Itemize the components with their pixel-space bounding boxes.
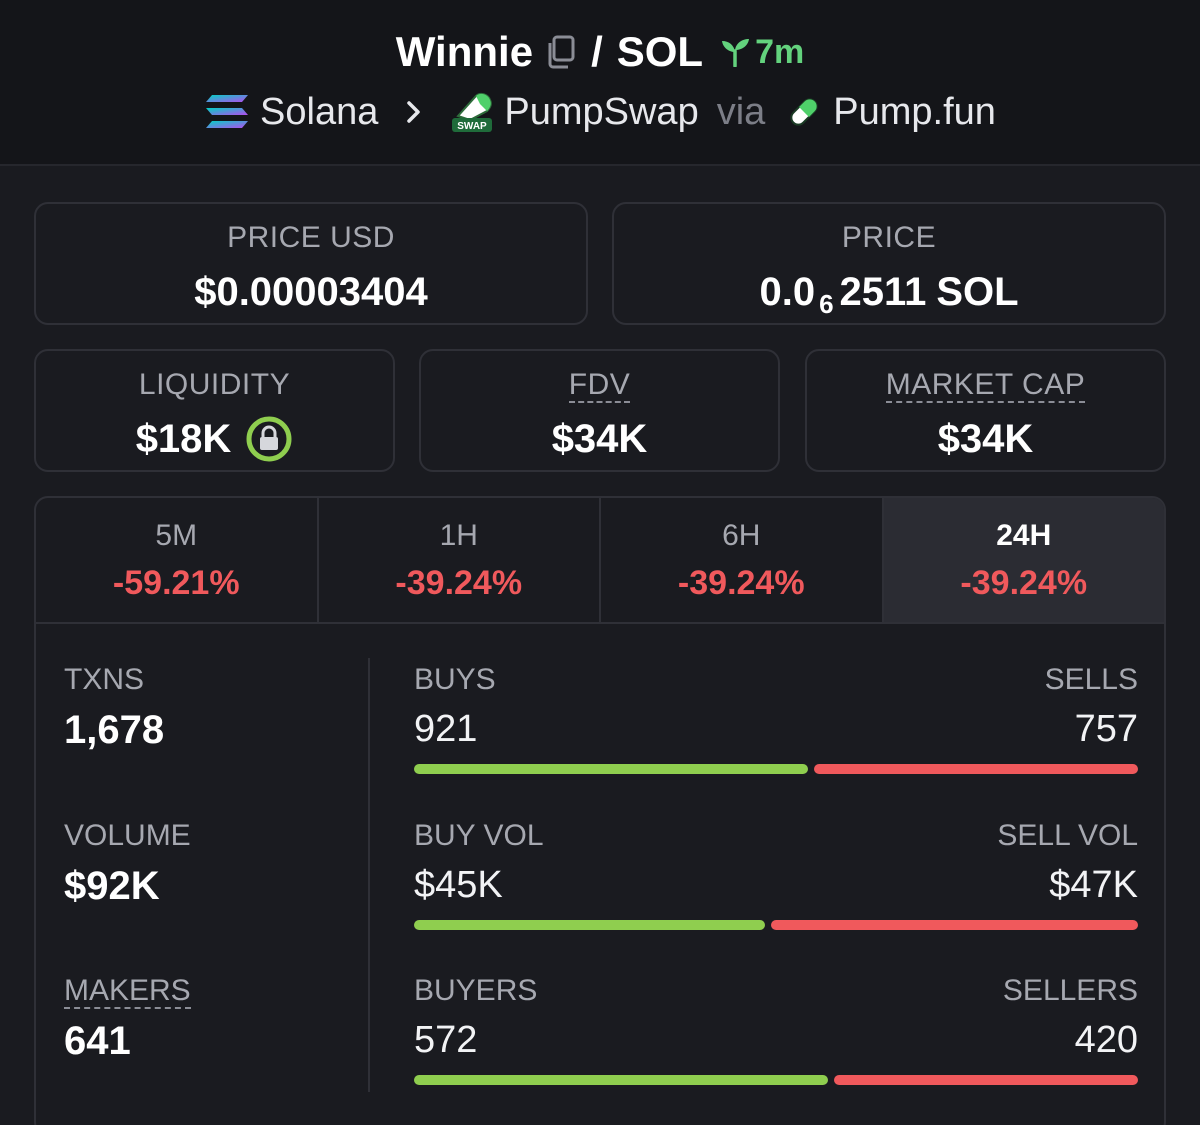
- buyers-label: BUYERS: [414, 974, 538, 1007]
- sellers-label: SELLERS: [1002, 974, 1138, 1007]
- txns-stat: TXNS 1,678: [64, 662, 164, 754]
- buy-sell-vol-stat: BUY VOL SELL VOL $45K $47K: [414, 818, 1138, 930]
- pill-icon: [785, 93, 823, 131]
- buys-bar-fill: [414, 764, 808, 774]
- price-usd-card: PRICE USD $0.00003404: [34, 202, 588, 325]
- sells-bar-fill: [814, 764, 1138, 774]
- price-native-digits: 2511: [839, 270, 927, 314]
- price-native-prefix: 0.0: [759, 270, 816, 314]
- buy-sell-vol-bar: [414, 920, 1138, 930]
- market-cap-value: $34K: [937, 417, 1034, 461]
- fdv-value: $34K: [551, 417, 648, 461]
- market-cap-label[interactable]: MARKET CAP: [885, 368, 1086, 403]
- price-native-unit: SOL: [936, 270, 1019, 314]
- timeframe-panel: 5M -59.21% 1H -39.24% 6H -39.24% 24H -39…: [34, 496, 1166, 1125]
- tab-label: 1H: [439, 519, 478, 552]
- price-native-zero-count: 6: [819, 289, 834, 319]
- tab-change: -39.24%: [395, 564, 523, 602]
- stats-divider: [368, 658, 370, 1092]
- volume-label: VOLUME: [64, 819, 191, 852]
- tab-label: 24H: [996, 519, 1052, 552]
- buy-vol-value: $45K: [414, 864, 503, 906]
- pair-age: 7m: [719, 33, 804, 72]
- price-native-card: PRICE 0.0 6 2511 SOL: [612, 202, 1166, 325]
- makers-value: 641: [64, 1019, 131, 1063]
- solana-logo-icon: [204, 93, 250, 131]
- buyers-bar-fill: [414, 1075, 828, 1085]
- price-native-value: 0.0 6 2511 SOL: [614, 268, 1164, 319]
- buyers-sellers-bar: [414, 1075, 1138, 1085]
- tab-5m[interactable]: 5M -59.21%: [36, 498, 319, 622]
- tab-change: -39.24%: [677, 564, 805, 602]
- trade-stats: TXNS 1,678 VOLUME $92K MAKERS 641 BUYS S…: [36, 624, 1164, 1125]
- liquidity-label: LIQUIDITY: [138, 368, 291, 401]
- buys-label: BUYS: [414, 663, 496, 696]
- txns-value: 1,678: [64, 708, 165, 752]
- tab-1h[interactable]: 1H -39.24%: [319, 498, 601, 622]
- token-name: Winnie: [395, 28, 534, 75]
- price-usd-value: $0.00003404: [194, 270, 428, 314]
- breadcrumb: Solana SWAP PumpSwap via Pump.fun: [0, 86, 1200, 138]
- buy-vol-bar-fill: [414, 920, 765, 930]
- buys-sells-stat: BUYS SELLS 921 757: [414, 662, 1138, 774]
- buy-vol-label: BUY VOL: [414, 819, 544, 852]
- liquidity-card: LIQUIDITY $18K: [34, 349, 395, 472]
- fdv-card[interactable]: FDV $34K: [419, 349, 780, 472]
- quote-symbol: SOL: [616, 28, 704, 75]
- volume-value: $92K: [64, 864, 160, 908]
- tab-24h[interactable]: 24H -39.24%: [883, 498, 1164, 622]
- liquidity-value-row: $18K: [36, 415, 393, 463]
- sells-value: 757: [1074, 708, 1138, 750]
- price-usd-label: PRICE USD: [227, 221, 395, 254]
- pair-header: Winnie / SOL 7m: [0, 0, 1200, 166]
- tab-label: 5M: [155, 519, 198, 552]
- sellers-value: 420: [1074, 1019, 1138, 1061]
- tab-6h[interactable]: 6H -39.24%: [601, 498, 884, 622]
- pair-age-value: 7m: [755, 32, 805, 71]
- fdv-label[interactable]: FDV: [568, 368, 631, 403]
- tab-change: -59.21%: [112, 564, 240, 602]
- sells-label: SELLS: [1044, 663, 1138, 696]
- makers-stat: MAKERS 641: [64, 973, 191, 1065]
- liquidity-value: $18K: [135, 417, 232, 461]
- txns-label: TXNS: [64, 663, 145, 696]
- dex-link[interactable]: PumpSwap: [504, 90, 699, 133]
- sell-vol-value: $47K: [1049, 864, 1138, 906]
- buyers-sellers-stat: BUYERS SELLERS 572 420: [414, 973, 1138, 1085]
- volume-stat: VOLUME $92K: [64, 818, 191, 910]
- timeframe-tabs: 5M -59.21% 1H -39.24% 6H -39.24% 24H -39…: [36, 498, 1164, 624]
- buyers-value: 572: [414, 1019, 478, 1061]
- pair-title: Winnie / SOL 7m: [0, 24, 1200, 80]
- sellers-bar-fill: [834, 1075, 1138, 1085]
- tab-label: 6H: [722, 519, 761, 552]
- sprout-icon: [722, 39, 750, 67]
- pair-separator: /: [591, 28, 603, 75]
- swap-badge-text: SWAP: [458, 121, 488, 132]
- market-cap-card[interactable]: MARKET CAP $34K: [805, 349, 1166, 472]
- launchpad-link[interactable]: Pump.fun: [833, 90, 996, 133]
- pumpswap-logo-icon: SWAP: [450, 90, 494, 134]
- chain-link[interactable]: Solana: [260, 90, 379, 133]
- lock-icon[interactable]: [245, 415, 293, 463]
- via-text: via: [716, 90, 766, 133]
- chevron-right-icon: [406, 100, 422, 124]
- tab-change: -39.24%: [960, 564, 1088, 602]
- price-native-label: PRICE: [841, 221, 937, 254]
- buys-value: 921: [414, 708, 478, 750]
- copy-icon[interactable]: [545, 35, 575, 69]
- sell-vol-bar-fill: [771, 920, 1138, 930]
- sell-vol-label: SELL VOL: [997, 819, 1138, 852]
- makers-label[interactable]: MAKERS: [64, 974, 191, 1009]
- buys-sells-bar: [414, 764, 1138, 774]
